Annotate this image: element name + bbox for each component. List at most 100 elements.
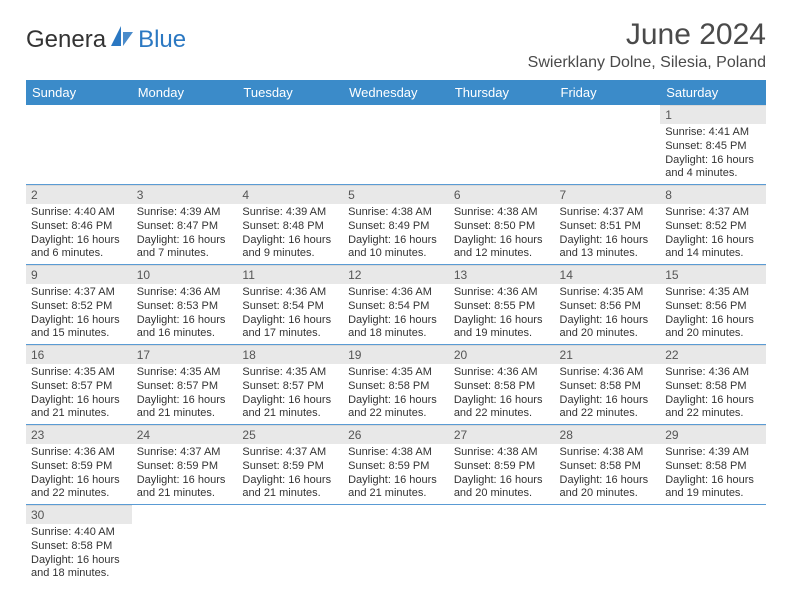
day-number: 5 (343, 185, 449, 204)
calendar-day-cell (343, 505, 449, 585)
calendar-day-cell: 26Sunrise: 4:38 AMSunset: 8:59 PMDayligh… (343, 425, 449, 505)
day-number: 12 (343, 265, 449, 284)
day-number: 4 (237, 185, 343, 204)
header: Genera Blue June 2024 Swierklany Dolne, … (26, 18, 766, 72)
sunset-line: Sunset: 8:57 PM (242, 380, 338, 394)
calendar-week-row: 30Sunrise: 4:40 AMSunset: 8:58 PMDayligh… (26, 505, 766, 585)
calendar-day-cell: 6Sunrise: 4:38 AMSunset: 8:50 PMDaylight… (449, 185, 555, 265)
sunset-line: Sunset: 8:47 PM (137, 220, 233, 234)
day-details: Sunrise: 4:35 AMSunset: 8:56 PMDaylight:… (555, 284, 661, 344)
sunrise-line: Sunrise: 4:36 AM (242, 286, 338, 300)
sunrise-line: Sunrise: 4:37 AM (560, 206, 656, 220)
day-number: 11 (237, 265, 343, 284)
sunset-line: Sunset: 8:58 PM (560, 380, 656, 394)
day-number: 17 (132, 345, 238, 364)
day-number: 18 (237, 345, 343, 364)
daylight-line: Daylight: 16 hours and 22 minutes. (31, 474, 127, 502)
day-details: Sunrise: 4:37 AMSunset: 8:59 PMDaylight:… (237, 444, 343, 504)
sunset-line: Sunset: 8:56 PM (665, 300, 761, 314)
sunrise-line: Sunrise: 4:39 AM (137, 206, 233, 220)
day-number: 7 (555, 185, 661, 204)
day-number: 28 (555, 425, 661, 444)
calendar-day-cell: 21Sunrise: 4:36 AMSunset: 8:58 PMDayligh… (555, 345, 661, 425)
day-details: Sunrise: 4:36 AMSunset: 8:58 PMDaylight:… (555, 364, 661, 424)
sunrise-line: Sunrise: 4:37 AM (242, 446, 338, 460)
daylight-line: Daylight: 16 hours and 20 minutes. (560, 474, 656, 502)
sunrise-line: Sunrise: 4:38 AM (560, 446, 656, 460)
day-number: 19 (343, 345, 449, 364)
day-number: 24 (132, 425, 238, 444)
day-number: 27 (449, 425, 555, 444)
calendar-day-cell: 14Sunrise: 4:35 AMSunset: 8:56 PMDayligh… (555, 265, 661, 345)
daylight-line: Daylight: 16 hours and 19 minutes. (454, 314, 550, 342)
sunset-line: Sunset: 8:55 PM (454, 300, 550, 314)
sunrise-line: Sunrise: 4:35 AM (242, 366, 338, 380)
day-details: Sunrise: 4:38 AMSunset: 8:59 PMDaylight:… (343, 444, 449, 504)
weekday-header: Thursday (449, 80, 555, 105)
daylight-line: Daylight: 16 hours and 20 minutes. (454, 474, 550, 502)
day-details: Sunrise: 4:38 AMSunset: 8:59 PMDaylight:… (449, 444, 555, 504)
calendar-day-cell: 10Sunrise: 4:36 AMSunset: 8:53 PMDayligh… (132, 265, 238, 345)
calendar-day-cell (132, 505, 238, 585)
sunset-line: Sunset: 8:58 PM (454, 380, 550, 394)
day-details: Sunrise: 4:37 AMSunset: 8:52 PMDaylight:… (660, 204, 766, 264)
calendar-day-cell: 25Sunrise: 4:37 AMSunset: 8:59 PMDayligh… (237, 425, 343, 505)
calendar-day-cell: 19Sunrise: 4:35 AMSunset: 8:58 PMDayligh… (343, 345, 449, 425)
day-number: 21 (555, 345, 661, 364)
day-details: Sunrise: 4:40 AMSunset: 8:46 PMDaylight:… (26, 204, 132, 264)
sunrise-line: Sunrise: 4:35 AM (560, 286, 656, 300)
sunset-line: Sunset: 8:50 PM (454, 220, 550, 234)
calendar-day-cell: 4Sunrise: 4:39 AMSunset: 8:48 PMDaylight… (237, 185, 343, 265)
daylight-line: Daylight: 16 hours and 9 minutes. (242, 234, 338, 262)
calendar-day-cell: 1Sunrise: 4:41 AMSunset: 8:45 PMDaylight… (660, 105, 766, 185)
day-details: Sunrise: 4:37 AMSunset: 8:52 PMDaylight:… (26, 284, 132, 344)
sunrise-line: Sunrise: 4:36 AM (454, 366, 550, 380)
day-details: Sunrise: 4:35 AMSunset: 8:58 PMDaylight:… (343, 364, 449, 424)
sunrise-line: Sunrise: 4:40 AM (31, 526, 127, 540)
day-number: 26 (343, 425, 449, 444)
daylight-line: Daylight: 16 hours and 15 minutes. (31, 314, 127, 342)
calendar-day-cell: 3Sunrise: 4:39 AMSunset: 8:47 PMDaylight… (132, 185, 238, 265)
calendar-day-cell (343, 105, 449, 185)
day-details: Sunrise: 4:35 AMSunset: 8:57 PMDaylight:… (237, 364, 343, 424)
sunset-line: Sunset: 8:48 PM (242, 220, 338, 234)
sunset-line: Sunset: 8:58 PM (665, 460, 761, 474)
daylight-line: Daylight: 16 hours and 22 minutes. (560, 394, 656, 422)
calendar-day-cell (26, 105, 132, 185)
sunset-line: Sunset: 8:45 PM (665, 140, 761, 154)
logo: Genera Blue (26, 24, 186, 55)
sunrise-line: Sunrise: 4:36 AM (137, 286, 233, 300)
weekday-header: Tuesday (237, 80, 343, 105)
calendar-day-cell (449, 105, 555, 185)
month-title: June 2024 (528, 18, 766, 52)
weekday-header: Wednesday (343, 80, 449, 105)
sunset-line: Sunset: 8:57 PM (137, 380, 233, 394)
day-number: 16 (26, 345, 132, 364)
day-details: Sunrise: 4:36 AMSunset: 8:54 PMDaylight:… (343, 284, 449, 344)
calendar-day-cell: 13Sunrise: 4:36 AMSunset: 8:55 PMDayligh… (449, 265, 555, 345)
day-details: Sunrise: 4:36 AMSunset: 8:55 PMDaylight:… (449, 284, 555, 344)
logo-text-general: Genera (26, 26, 106, 54)
calendar-day-cell: 30Sunrise: 4:40 AMSunset: 8:58 PMDayligh… (26, 505, 132, 585)
day-details: Sunrise: 4:38 AMSunset: 8:49 PMDaylight:… (343, 204, 449, 264)
day-number: 2 (26, 185, 132, 204)
day-number: 22 (660, 345, 766, 364)
sunrise-line: Sunrise: 4:37 AM (137, 446, 233, 460)
title-block: June 2024 Swierklany Dolne, Silesia, Pol… (528, 18, 766, 72)
daylight-line: Daylight: 16 hours and 10 minutes. (348, 234, 444, 262)
sunrise-line: Sunrise: 4:38 AM (348, 446, 444, 460)
sunrise-line: Sunrise: 4:38 AM (348, 206, 444, 220)
calendar-day-cell: 22Sunrise: 4:36 AMSunset: 8:58 PMDayligh… (660, 345, 766, 425)
day-details: Sunrise: 4:36 AMSunset: 8:58 PMDaylight:… (449, 364, 555, 424)
day-number: 30 (26, 505, 132, 524)
calendar-day-cell (555, 105, 661, 185)
sunset-line: Sunset: 8:58 PM (665, 380, 761, 394)
calendar-table: SundayMondayTuesdayWednesdayThursdayFrid… (26, 80, 766, 584)
sunrise-line: Sunrise: 4:37 AM (31, 286, 127, 300)
calendar-day-cell: 2Sunrise: 4:40 AMSunset: 8:46 PMDaylight… (26, 185, 132, 265)
sunset-line: Sunset: 8:59 PM (242, 460, 338, 474)
day-number: 23 (26, 425, 132, 444)
day-number: 1 (660, 105, 766, 124)
sunset-line: Sunset: 8:57 PM (31, 380, 127, 394)
daylight-line: Daylight: 16 hours and 20 minutes. (560, 314, 656, 342)
